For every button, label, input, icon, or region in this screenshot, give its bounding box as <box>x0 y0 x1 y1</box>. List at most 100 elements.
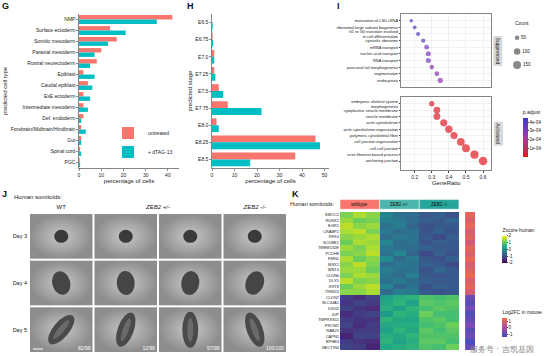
svg-text:GeneRatio: GeneRatio <box>432 180 461 186</box>
svg-text:TRIM24: TRIM24 <box>325 289 340 294</box>
svg-text:RNA transport: RNA transport <box>373 58 399 63</box>
svg-text:CAPN1: CAPN1 <box>326 334 340 339</box>
svg-text:NMP: NMP <box>64 16 76 22</box>
svg-text:predicted cell type: predicted cell type <box>2 66 8 115</box>
svg-text:E6.75: E6.75 <box>195 36 208 42</box>
svg-text:wildtype: wildtype <box>351 202 368 207</box>
svg-text:MSX2: MSX2 <box>328 262 340 267</box>
svg-text:endocytosis: endocytosis <box>377 78 398 83</box>
svg-text:TMEM132E: TMEM132E <box>318 245 339 250</box>
svg-text:0.3: 0.3 <box>428 174 435 180</box>
svg-text:E7.0: E7.0 <box>198 54 209 60</box>
svg-text:ZEB2 +/-: ZEB2 +/- <box>390 202 408 207</box>
svg-text:Day 4: Day 4 <box>13 280 27 286</box>
svg-text:nucleic acid transport: nucleic acid transport <box>360 51 399 56</box>
svg-text:anchoring junction: anchoring junction <box>366 158 398 163</box>
svg-text:predicted stage: predicted stage <box>187 70 193 112</box>
svg-text:57/99: 57/99 <box>207 345 220 351</box>
svg-text:DLX5: DLX5 <box>329 278 340 283</box>
svg-text:Caudal epiblast: Caudal epiblast <box>41 82 76 88</box>
svg-text:vesicle membrane: vesicle membrane <box>366 114 399 119</box>
svg-text:Day 5: Day 5 <box>13 327 27 333</box>
svg-text:1: 1 <box>508 319 511 324</box>
svg-text:PCDH8: PCDH8 <box>325 251 339 256</box>
svg-text:Somitic mesoderm: Somitic mesoderm <box>34 38 75 44</box>
svg-text:50: 50 <box>322 172 328 178</box>
svg-text:40: 40 <box>165 172 171 178</box>
svg-text:Count: Count <box>515 20 529 26</box>
svg-text:JUP: JUP <box>331 312 339 317</box>
svg-text:ZEB2 -/-: ZEB2 -/- <box>243 204 266 210</box>
svg-text:1: 1 <box>508 240 511 245</box>
svg-text:post-anal tail morphogenesis: post-anal tail morphogenesis <box>347 65 398 70</box>
svg-text:WNT4: WNT4 <box>328 267 340 272</box>
svg-text:3e-04: 3e-04 <box>529 128 541 133</box>
svg-text:Human somitoids:: Human somitoids: <box>290 201 334 207</box>
svg-text:cell junction organization: cell junction organization <box>354 139 398 144</box>
svg-text:0.4: 0.4 <box>445 174 452 180</box>
svg-text:EGR1: EGR1 <box>328 223 340 228</box>
svg-text:-2: -2 <box>508 260 512 265</box>
svg-text:150: 150 <box>523 62 531 67</box>
svg-text:Spinal cord: Spinal cord <box>50 148 75 154</box>
svg-text:FMN1: FMN1 <box>328 256 340 261</box>
svg-text:Suppressed: Suppressed <box>495 38 501 65</box>
svg-text:RUNX2: RUNX2 <box>325 218 339 223</box>
svg-text:30: 30 <box>277 172 283 178</box>
svg-text:E7.5: E7.5 <box>198 88 209 94</box>
svg-text:40: 40 <box>299 172 305 178</box>
svg-text:p.adjust: p.adjust <box>523 109 541 115</box>
svg-text:10: 10 <box>232 172 238 178</box>
svg-text:0: 0 <box>211 172 214 178</box>
svg-text:0: 0 <box>508 325 511 330</box>
svg-text:actin filament-based process: actin filament-based process <box>347 152 398 157</box>
svg-text:CLDN6: CLDN6 <box>326 273 340 278</box>
svg-text:4e-04: 4e-04 <box>529 120 541 125</box>
svg-text:WT: WT <box>57 204 67 210</box>
svg-text:embryonic skeletal systemmorph: embryonic skeletal systemmorphogenesis <box>351 99 399 109</box>
svg-text:mRNA transport: mRNA transport <box>370 45 399 50</box>
svg-text:Rostral neurectoderm: Rostral neurectoderm <box>27 60 75 66</box>
svg-text:CRABP2: CRABP2 <box>323 229 340 234</box>
svg-text:-1: -1 <box>508 332 512 337</box>
svg-text:Paraxial mesoderm: Paraxial mesoderm <box>32 49 75 55</box>
svg-text:1e-04: 1e-04 <box>529 146 541 151</box>
svg-text:E8.5: E8.5 <box>198 156 209 162</box>
svg-text:maturation of LSU-rRNA: maturation of LSU-rRNA <box>355 18 399 23</box>
svg-text:CLDN7: CLDN7 <box>326 295 340 300</box>
svg-text:12/96: 12/96 <box>142 345 155 351</box>
svg-text:RFX4: RFX4 <box>329 234 340 239</box>
svg-text:Gut: Gut <box>67 137 76 143</box>
svg-text:TMPRSS11: TMPRSS11 <box>318 317 340 322</box>
svg-text:segmentation: segmentation <box>374 71 398 76</box>
svg-text:20: 20 <box>254 172 260 178</box>
svg-text:Intermediate mesoderm: Intermediate mesoderm <box>23 104 76 110</box>
svg-text:100/100: 100/100 <box>266 345 284 351</box>
svg-text:E6.5: E6.5 <box>198 19 209 25</box>
svg-text:100: 100 <box>522 49 530 54</box>
svg-text:PGC: PGC <box>65 159 76 165</box>
svg-text:Human somitoids:: Human somitoids: <box>14 194 62 200</box>
svg-text:ZEB2 -/-: ZEB2 -/- <box>431 202 448 207</box>
svg-text:KRT8: KRT8 <box>329 284 340 289</box>
svg-text:10: 10 <box>98 172 104 178</box>
svg-text:PROM2: PROM2 <box>325 323 340 328</box>
svg-text:NECTIN4: NECTIN4 <box>322 345 340 350</box>
svg-text:30: 30 <box>143 172 149 178</box>
svg-text:RAB25: RAB25 <box>326 328 339 333</box>
svg-text:Surface ectoderm: Surface ectoderm <box>36 27 75 33</box>
svg-text:0.5: 0.5 <box>462 174 469 180</box>
svg-text:82/99: 82/99 <box>78 345 91 351</box>
svg-text:SCUBE2: SCUBE2 <box>323 240 340 245</box>
svg-text:SLC44A1: SLC44A1 <box>322 300 340 305</box>
svg-text:polymeric cytoskeletal fiber: polymeric cytoskeletal fiber <box>350 133 399 138</box>
svg-text:20: 20 <box>121 172 127 178</box>
svg-text:Def. endoderm: Def. endoderm <box>42 115 75 121</box>
svg-text:EPHB3: EPHB3 <box>326 339 340 344</box>
svg-text:G1 to G0 transition involvedin: G1 to G0 transition involvedin cell diff… <box>349 29 398 39</box>
svg-text:Epiblast: Epiblast <box>58 71 76 77</box>
svg-text:cytoplasmic vesicle membrane: cytoplasmic vesicle membrane <box>344 108 399 113</box>
svg-text:ribosomal large subunit biogen: ribosomal large subunit biogenesis <box>337 25 399 30</box>
svg-text:E7.75: E7.75 <box>195 105 208 111</box>
svg-text:0.2: 0.2 <box>411 174 418 180</box>
